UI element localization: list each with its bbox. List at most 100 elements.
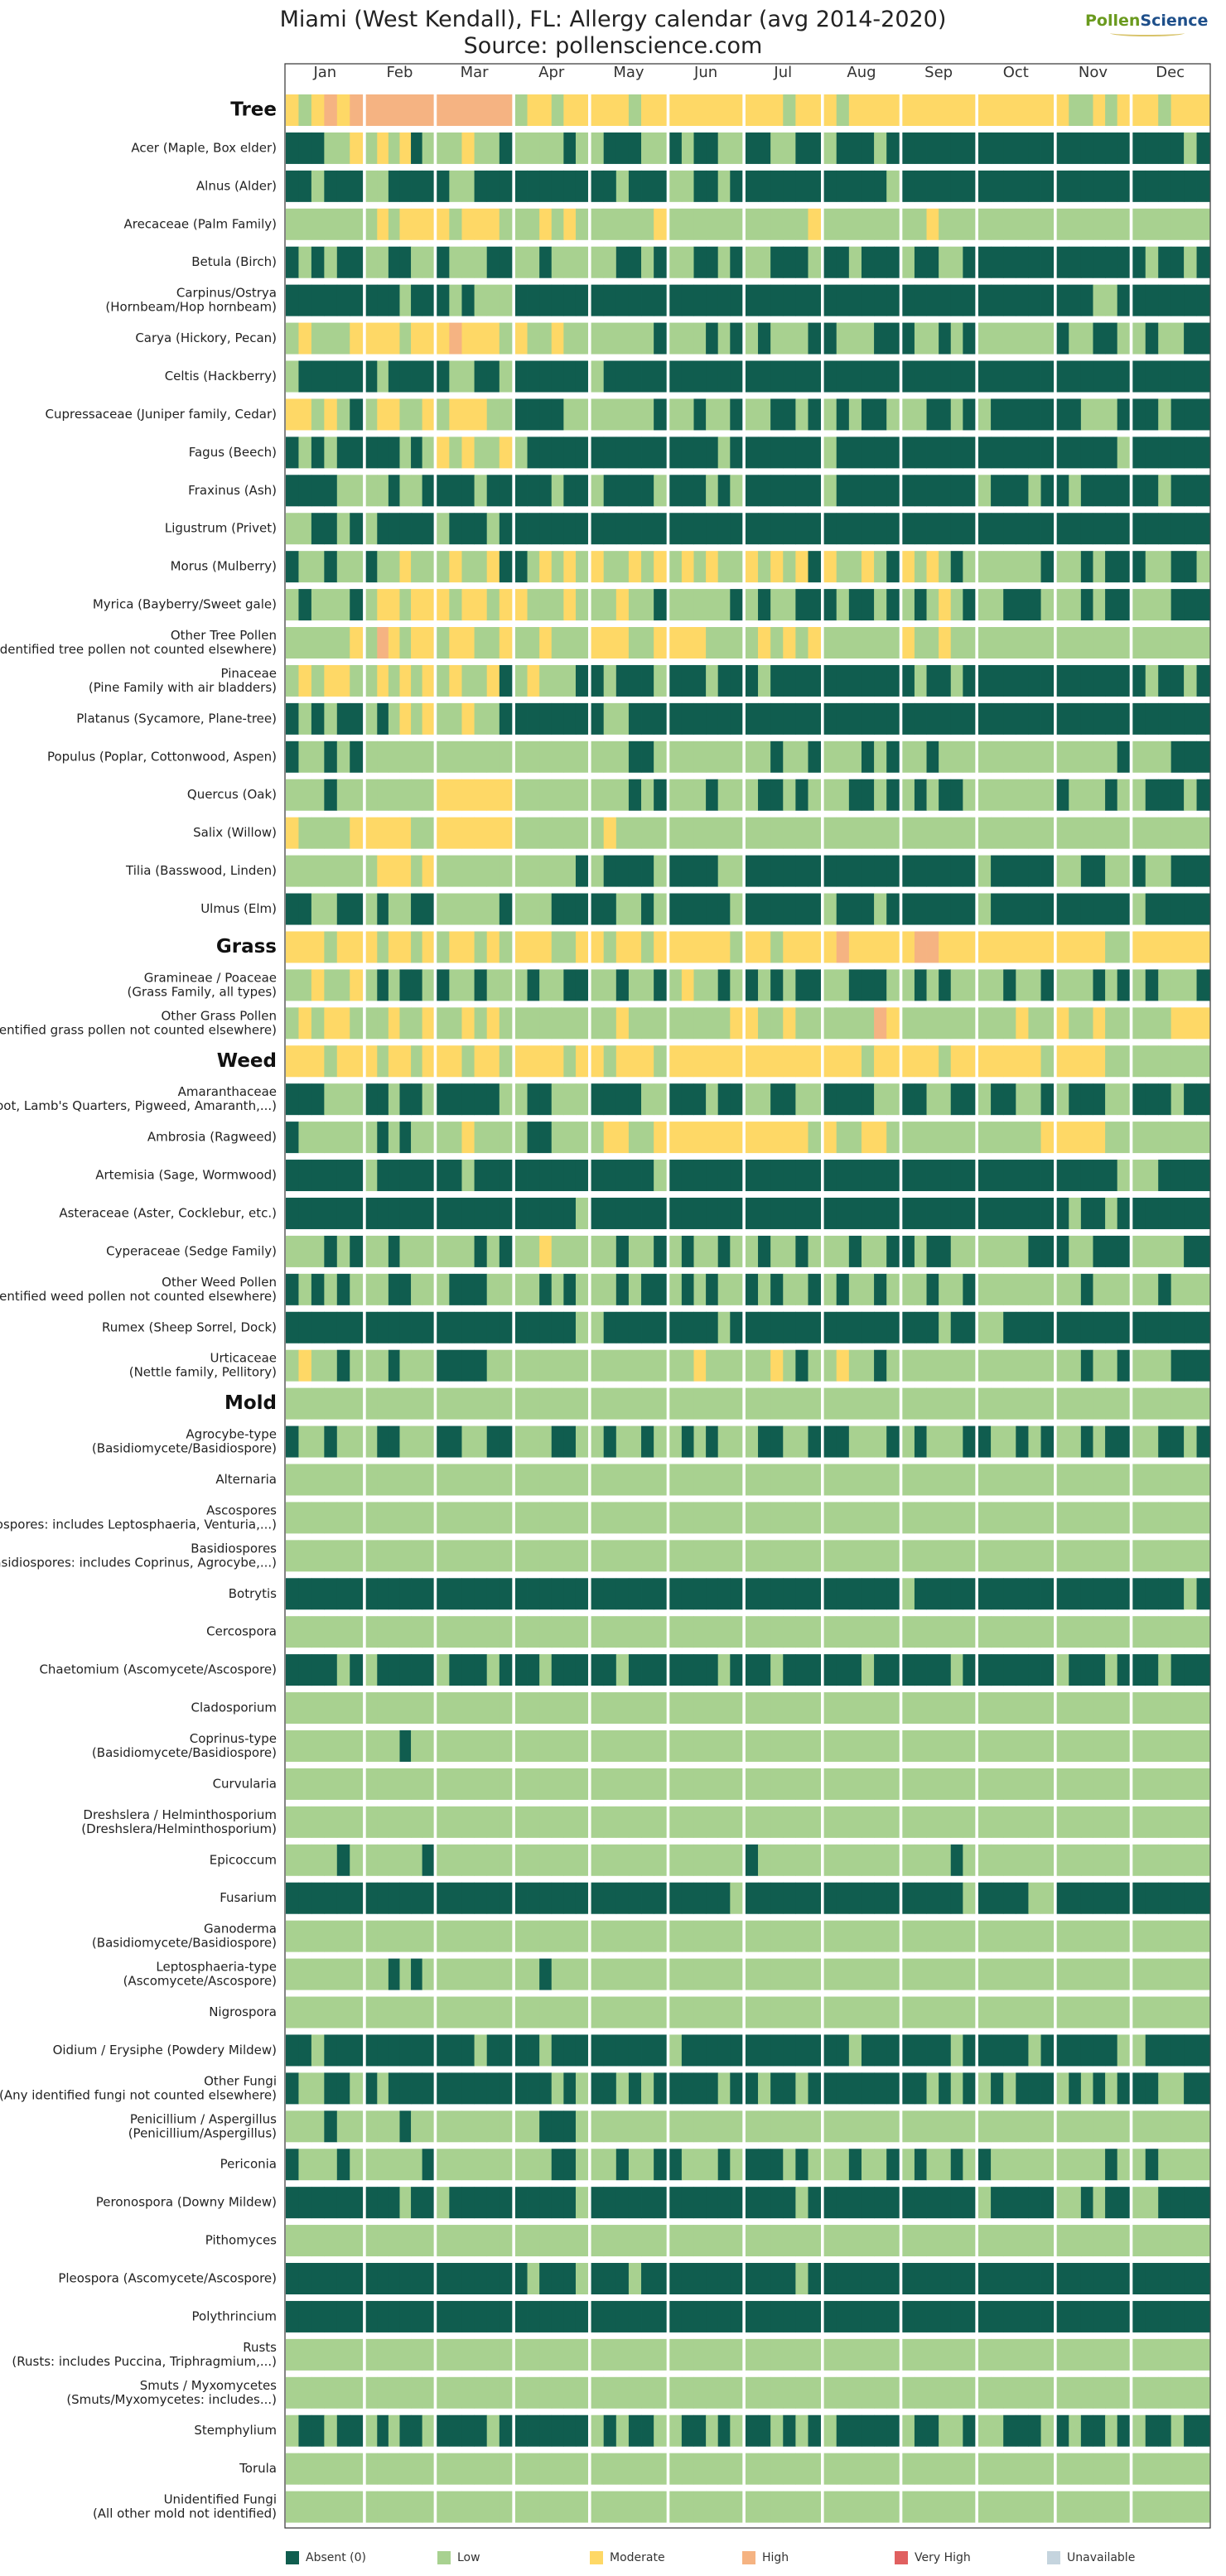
- heatmap-cell: [1056, 817, 1069, 849]
- heatmap-cell: [745, 1349, 759, 1382]
- legend-item: Unavailable: [1047, 2551, 1135, 2564]
- heatmap-cell: [514, 589, 528, 621]
- heatmap-cell: [1117, 94, 1130, 126]
- heatmap-cell: [770, 931, 784, 963]
- heatmap-cell: [1003, 1502, 1016, 1534]
- heatmap-cell: [388, 2414, 400, 2447]
- heatmap-cell: [1117, 2225, 1130, 2257]
- heatmap-cell: [977, 1387, 992, 1420]
- heatmap-cell: [1080, 1692, 1093, 1725]
- row-label: Morus (Mulberry): [171, 559, 277, 574]
- heatmap-cell: [1080, 2263, 1093, 2295]
- heatmap-cell: [575, 132, 588, 164]
- heatmap-cell: [603, 1045, 617, 1078]
- heatmap-cell: [437, 2110, 450, 2143]
- heatmap-cell: [848, 2034, 862, 2067]
- heatmap-cell: [514, 1045, 528, 1078]
- heatmap-cell: [1158, 1349, 1172, 1382]
- heatmap-cell: [848, 2491, 862, 2523]
- heatmap-cell: [575, 740, 588, 773]
- heatmap-cell: [706, 513, 719, 545]
- heatmap-cell: [939, 1273, 952, 1305]
- row-label: Fraxinus (Ash): [188, 483, 277, 498]
- heatmap-cell: [730, 969, 743, 1001]
- heatmap-cell: [575, 360, 588, 393]
- heatmap-cell: [848, 931, 862, 963]
- heatmap-cell: [1117, 284, 1130, 316]
- heatmap-cell: [1145, 1578, 1159, 1610]
- heatmap-cell: [693, 2338, 707, 2371]
- heatmap-cell: [706, 702, 719, 735]
- heatmap-cell: [1003, 1083, 1016, 1116]
- heatmap-cell: [399, 398, 412, 431]
- heatmap-cell: [1105, 1273, 1118, 1305]
- heatmap-cell: [1105, 1578, 1118, 1610]
- heatmap-cell: [324, 1692, 338, 1725]
- heatmap-cell: [1069, 1502, 1082, 1534]
- heatmap-cell: [874, 2110, 887, 2143]
- heatmap-cell: [977, 1540, 992, 1572]
- heatmap-cell: [474, 2034, 488, 2067]
- heatmap-cell: [575, 1502, 588, 1534]
- heatmap-cell: [1069, 2376, 1082, 2409]
- heatmap-cell: [437, 1273, 450, 1305]
- heatmap-cell: [1028, 1197, 1041, 1229]
- heatmap-cell: [591, 1311, 605, 1343]
- heatmap-cell: [1145, 893, 1159, 925]
- heatmap-cell: [449, 1235, 462, 1267]
- heatmap-cell: [861, 855, 875, 887]
- heatmap-cell: [449, 2225, 462, 2257]
- heatmap-cell: [1105, 475, 1118, 507]
- heatmap-cell: [575, 969, 588, 1001]
- heatmap-cell: [1145, 1768, 1159, 1800]
- heatmap-cell: [977, 2491, 992, 2523]
- heatmap-cell: [950, 475, 963, 507]
- heatmap-cell: [336, 1654, 350, 1686]
- heatmap-cell: [377, 322, 389, 355]
- heatmap-cell: [474, 2072, 488, 2105]
- heatmap-cell: [539, 2338, 553, 2371]
- heatmap-cell: [706, 855, 719, 887]
- heatmap-cell: [399, 1996, 412, 2028]
- heatmap-cell: [886, 513, 900, 545]
- heatmap-cell: [603, 2034, 617, 2067]
- heatmap-cell: [449, 2110, 462, 2143]
- heatmap-cell: [693, 1160, 707, 1192]
- heatmap-cell: [1003, 2453, 1016, 2485]
- heatmap-cell: [1196, 2263, 1210, 2295]
- heatmap-cell: [1069, 1920, 1082, 1952]
- heatmap-cell: [977, 1996, 992, 2028]
- heatmap-cell: [1016, 246, 1029, 278]
- heatmap-cell: [422, 170, 434, 202]
- heatmap-cell: [377, 1540, 389, 1572]
- heatmap-cell: [591, 94, 605, 126]
- heatmap-cell: [365, 2225, 378, 2257]
- heatmap-cell: [1117, 398, 1130, 431]
- heatmap-cell: [950, 132, 963, 164]
- heatmap-cell: [991, 437, 1004, 469]
- heatmap-cell: [628, 1160, 642, 1192]
- heatmap-cell: [1056, 322, 1069, 355]
- heatmap-cell: [615, 1540, 630, 1572]
- heatmap-cell: [874, 2225, 887, 2257]
- heatmap-cell: [717, 1692, 731, 1725]
- heatmap-cell: [336, 2072, 350, 2105]
- heatmap-cell: [615, 1273, 630, 1305]
- heatmap-cell: [848, 1654, 862, 1686]
- heatmap-cell: [399, 1882, 412, 1914]
- heatmap-cell: [499, 1349, 513, 1382]
- heatmap-cell: [551, 1616, 564, 1648]
- heatmap-cell: [758, 817, 771, 849]
- heatmap-cell: [527, 398, 540, 431]
- heatmap-cell: [902, 1007, 915, 1040]
- heatmap-cell: [437, 398, 450, 431]
- heatmap-cell: [1080, 513, 1093, 545]
- heatmap-cell: [939, 513, 952, 545]
- heatmap-cell: [399, 1160, 412, 1192]
- heatmap-cell: [783, 664, 796, 697]
- heatmap-cell: [1016, 1425, 1029, 1458]
- heatmap-cell: [399, 2453, 412, 2485]
- heatmap-cell: [861, 2110, 875, 2143]
- heatmap-cell: [388, 589, 400, 621]
- heatmap-cell: [745, 1882, 759, 1914]
